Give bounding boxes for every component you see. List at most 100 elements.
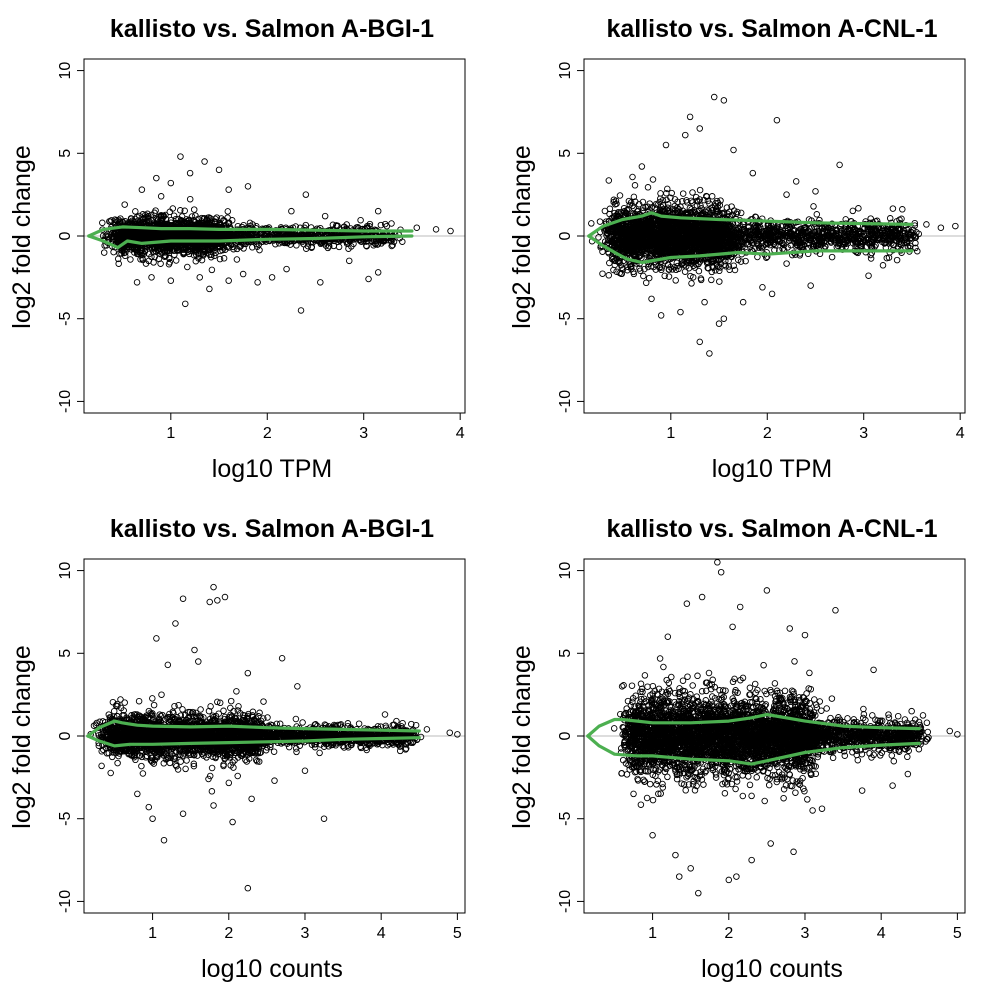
data-point — [690, 244, 698, 252]
x-tick-label: 4 — [456, 425, 465, 442]
data-point — [640, 204, 647, 212]
data-point — [689, 189, 696, 196]
data-point — [209, 230, 217, 238]
trend-line-upper — [87, 225, 414, 238]
data-point — [672, 266, 680, 274]
data-point — [689, 257, 696, 265]
data-point — [708, 276, 715, 284]
data-point — [365, 275, 372, 283]
plot-area — [584, 93, 965, 357]
panel-cnl-tpm: kallisto vs. Salmon A-CNL-1 log10 TPM lo… — [500, 0, 1000, 500]
data-point — [173, 243, 180, 250]
data-point — [302, 191, 310, 198]
data-point — [603, 230, 611, 237]
data-point — [622, 228, 630, 236]
data-point — [220, 255, 228, 262]
data-point — [626, 261, 633, 268]
data-point — [166, 230, 173, 237]
data-point — [643, 248, 651, 255]
data-point — [127, 256, 134, 263]
data-point — [737, 209, 745, 217]
data-point — [624, 266, 631, 274]
data-point — [135, 234, 142, 241]
data-point — [644, 203, 652, 211]
data-point — [678, 260, 685, 268]
data-point — [157, 260, 164, 267]
data-point — [641, 265, 648, 273]
data-point — [383, 222, 391, 230]
x-tick-label: 1 — [166, 425, 175, 442]
data-point — [362, 238, 370, 245]
data-point — [413, 224, 421, 231]
data-point — [619, 266, 627, 273]
data-point — [731, 266, 739, 274]
data-point — [651, 229, 658, 236]
data-point — [363, 242, 370, 249]
data-point — [137, 249, 144, 256]
data-point — [132, 208, 139, 215]
data-point — [151, 209, 158, 217]
data-point — [140, 250, 148, 258]
data-point — [190, 206, 198, 213]
data-point — [716, 201, 724, 209]
data-point — [167, 179, 175, 187]
data-point — [688, 280, 695, 287]
data-point — [606, 210, 613, 218]
data-point — [721, 261, 728, 268]
data-point — [696, 186, 704, 194]
data-point — [157, 193, 165, 200]
data-point — [630, 193, 638, 201]
data-point — [115, 260, 122, 267]
data-point — [177, 153, 184, 160]
data-point — [133, 279, 141, 286]
data-point — [377, 221, 385, 229]
data-point — [206, 285, 213, 293]
data-point — [615, 246, 622, 254]
data-point — [255, 241, 263, 248]
x-tick-label: 3 — [359, 425, 368, 442]
data-point — [661, 272, 668, 280]
data-point — [596, 218, 604, 225]
data-point — [148, 253, 155, 261]
data-point — [322, 242, 330, 249]
data-point — [674, 198, 681, 206]
data-point — [192, 251, 200, 258]
data-point — [722, 262, 729, 270]
data-point — [181, 207, 188, 215]
x-axis-label: log10 TPM — [712, 455, 832, 483]
data-point — [202, 220, 210, 228]
data-point — [374, 207, 382, 215]
data-point — [106, 218, 113, 225]
data-point — [143, 233, 151, 240]
data-point — [343, 221, 350, 228]
data-point — [625, 205, 632, 213]
data-point — [691, 264, 699, 271]
plot-bgi-tpm: kallisto vs. Salmon A-BGI-1 log10 TPM lo… — [8, 15, 466, 483]
data-point — [717, 197, 724, 204]
data-point — [661, 239, 668, 247]
data-point — [188, 213, 196, 220]
data-point — [244, 183, 252, 190]
data-point — [283, 265, 290, 273]
data-point — [161, 247, 169, 255]
data-point — [678, 198, 686, 205]
data-point — [149, 230, 156, 238]
data-point — [158, 216, 166, 223]
data-point — [254, 279, 261, 286]
data-point — [137, 256, 144, 263]
data-point — [182, 245, 189, 252]
data-point — [588, 220, 595, 227]
data-point — [133, 213, 141, 221]
data-point — [648, 204, 655, 211]
data-point — [162, 233, 170, 241]
data-point — [680, 231, 687, 238]
data-point — [636, 265, 643, 272]
data-point — [388, 220, 395, 227]
data-point — [627, 262, 635, 270]
data-point — [601, 207, 609, 215]
data-point — [716, 267, 723, 275]
data-point — [225, 186, 232, 193]
data-point — [207, 253, 215, 261]
data-point — [645, 274, 653, 282]
